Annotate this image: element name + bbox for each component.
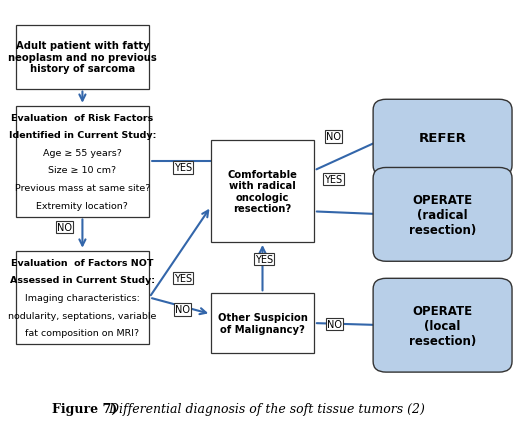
Text: YES: YES <box>255 255 273 264</box>
Text: Assessed in Current Study:: Assessed in Current Study: <box>10 276 155 285</box>
FancyBboxPatch shape <box>211 293 314 353</box>
FancyBboxPatch shape <box>373 279 512 372</box>
Text: Identified in Current Study:: Identified in Current Study: <box>9 131 156 140</box>
Text: Evaluation  of Factors NOT: Evaluation of Factors NOT <box>11 258 154 267</box>
Text: YES: YES <box>174 274 192 284</box>
Text: Extremity location?: Extremity location? <box>36 201 129 210</box>
Text: Other Suspicion
of Malignancy?: Other Suspicion of Malignancy? <box>217 312 308 334</box>
Text: NO: NO <box>57 223 72 233</box>
Text: YES: YES <box>324 174 343 184</box>
Text: Figure 7): Figure 7) <box>52 402 118 415</box>
Text: NO: NO <box>326 132 341 142</box>
FancyBboxPatch shape <box>16 106 149 217</box>
Text: YES: YES <box>174 163 192 173</box>
Text: Previous mass at same site?: Previous mass at same site? <box>15 184 150 193</box>
FancyBboxPatch shape <box>373 168 512 262</box>
Text: REFER: REFER <box>418 132 467 145</box>
Text: Age ≥ 55 years?: Age ≥ 55 years? <box>43 148 122 158</box>
Text: nodularity, septations, variable: nodularity, septations, variable <box>8 311 156 320</box>
Text: Comfortable
with radical
oncologic
resection?: Comfortable with radical oncologic resec… <box>227 169 298 214</box>
Text: Imaging characteristics:: Imaging characteristics: <box>25 293 140 302</box>
FancyBboxPatch shape <box>373 100 512 177</box>
FancyBboxPatch shape <box>211 141 314 243</box>
Text: NO: NO <box>327 319 342 329</box>
Text: Adult patient with fatty
neoplasm and no previous
history of sarcoma: Adult patient with fatty neoplasm and no… <box>8 41 157 74</box>
Text: OPERATE
(local
resection): OPERATE (local resection) <box>409 304 476 347</box>
Text: Evaluation  of Risk Factors: Evaluation of Risk Factors <box>12 113 153 122</box>
Text: NO: NO <box>175 305 190 315</box>
Text: fat composition on MRI?: fat composition on MRI? <box>25 329 140 338</box>
Text: Differential diagnosis of the soft tissue tumors (2): Differential diagnosis of the soft tissu… <box>101 402 424 415</box>
Text: Size ≥ 10 cm?: Size ≥ 10 cm? <box>48 166 117 175</box>
FancyBboxPatch shape <box>16 251 149 345</box>
FancyBboxPatch shape <box>16 26 149 89</box>
Text: OPERATE
(radical
resection): OPERATE (radical resection) <box>409 194 476 237</box>
